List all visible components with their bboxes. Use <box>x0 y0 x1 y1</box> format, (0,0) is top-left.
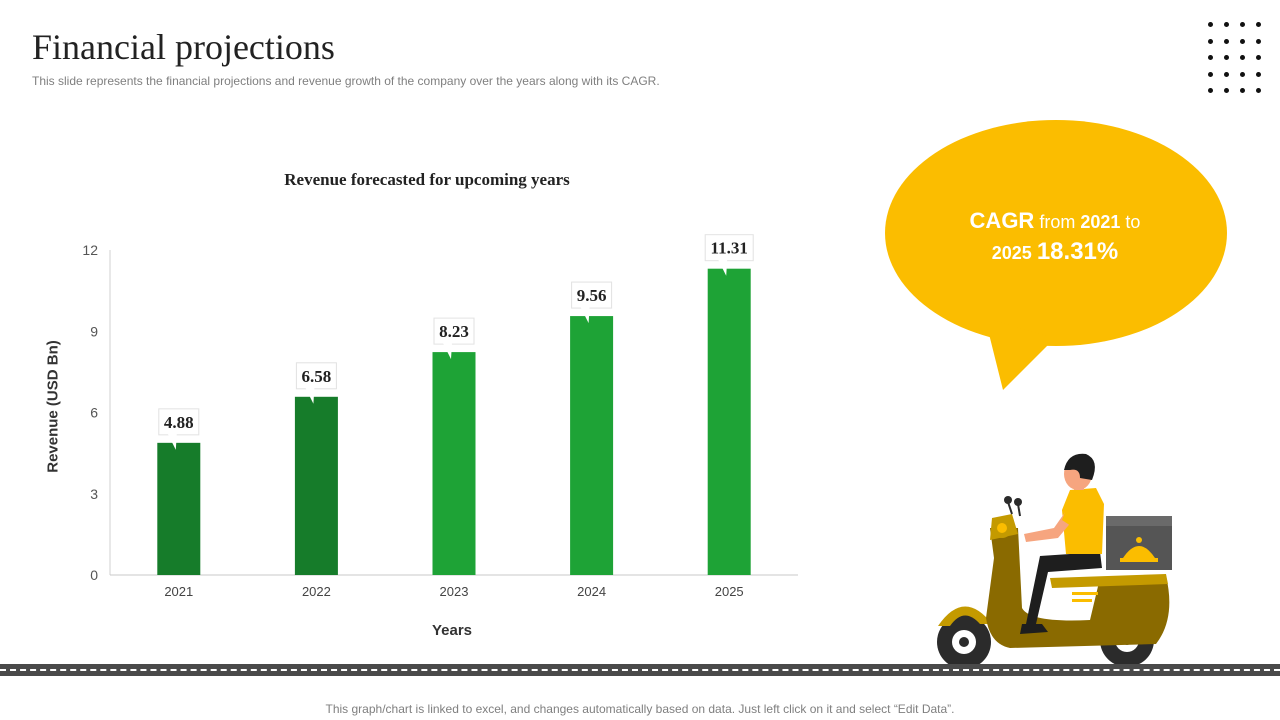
x-tick-label: 2021 <box>164 584 193 599</box>
bar <box>570 316 614 575</box>
x-axis-label: Years <box>431 622 473 639</box>
x-tick-label: 2025 <box>715 584 744 599</box>
decorative-dot <box>1208 88 1213 93</box>
decorative-dot <box>1256 88 1261 93</box>
data-label: 6.58 <box>302 367 332 386</box>
cagr-end-year: 2025 <box>991 243 1032 263</box>
data-label: 9.56 <box>577 286 607 305</box>
decorative-dot <box>1240 38 1245 44</box>
decorative-dot <box>1224 38 1229 44</box>
data-label-pointer <box>718 259 728 276</box>
data-label-pointer <box>305 387 315 404</box>
decorative-dot <box>1224 88 1229 93</box>
data-label-box <box>295 362 337 390</box>
cagr-to-word: to <box>1125 212 1141 232</box>
cagr-word: CAGR <box>969 208 1035 233</box>
page-title: Financial projections <box>32 27 335 67</box>
decorative-dot <box>1224 22 1229 27</box>
road-lane-marking <box>0 669 1280 671</box>
bar <box>294 396 338 575</box>
data-label-pointer <box>167 433 177 450</box>
decorative-dot <box>1256 22 1261 27</box>
food-cloche-icon <box>1123 546 1155 558</box>
decorative-dot <box>1240 88 1245 93</box>
decorative-dots-icon <box>1208 22 1270 96</box>
data-label: 8.23 <box>439 322 469 341</box>
data-label: 11.31 <box>711 239 748 258</box>
data-label-box <box>571 281 613 309</box>
x-tick-label: 2022 <box>302 584 331 599</box>
y-tick-label: 0 <box>90 567 98 583</box>
bar <box>707 268 751 575</box>
decorative-dot <box>1224 71 1229 77</box>
delivery-scooter-icon <box>937 453 1172 668</box>
revenue-bar-chart[interactable]: 0 3 6 9 12 2021 4.88 2022 6.58 2023 8.23 2024 9.56 20… <box>0 0 820 660</box>
decorative-dot <box>1224 55 1229 60</box>
y-axis-label: Revenue (USD Bn) <box>44 340 62 473</box>
decorative-dot <box>1240 55 1245 60</box>
bar <box>157 442 201 575</box>
data-label-box <box>158 408 200 436</box>
bar <box>432 352 476 575</box>
decorative-dot <box>1240 22 1245 27</box>
x-tick-label: 2024 <box>577 584 606 599</box>
y-tick-label: 6 <box>90 405 98 421</box>
data-label: 4.88 <box>164 413 194 432</box>
x-tick-label: 2023 <box>440 584 469 599</box>
chart-title: Revenue forecasted for upcoming years <box>284 170 570 189</box>
cagr-value: 18.31% <box>1036 238 1119 265</box>
decorative-dot <box>1240 71 1245 77</box>
y-tick-label: 3 <box>90 486 98 502</box>
cagr-speech-bubble <box>885 120 1227 390</box>
decorative-dot <box>1208 71 1213 77</box>
decorative-dot <box>1256 55 1261 60</box>
cagr-callout: CAGR from 2021 to 2025 18.31% <box>935 206 1175 268</box>
y-tick-label: 9 <box>90 323 98 339</box>
cagr-from-word: from <box>1039 212 1076 232</box>
page-subtitle: This slide represents the financial proj… <box>32 74 660 88</box>
y-tick-label: 12 <box>82 242 98 258</box>
decorative-dot <box>1208 22 1213 27</box>
data-label-box <box>433 317 475 345</box>
decorative-dot <box>1256 38 1261 44</box>
data-label-box <box>704 234 754 262</box>
data-label-pointer <box>580 307 590 324</box>
decorative-dot <box>1208 55 1213 60</box>
decorative-dot <box>1256 71 1261 77</box>
data-label-pointer <box>443 343 452 360</box>
cagr-start-year: 2021 <box>1080 212 1121 232</box>
decorative-dot <box>1208 38 1213 44</box>
footer-note: This graph/chart is linked to excel, and… <box>325 702 955 716</box>
